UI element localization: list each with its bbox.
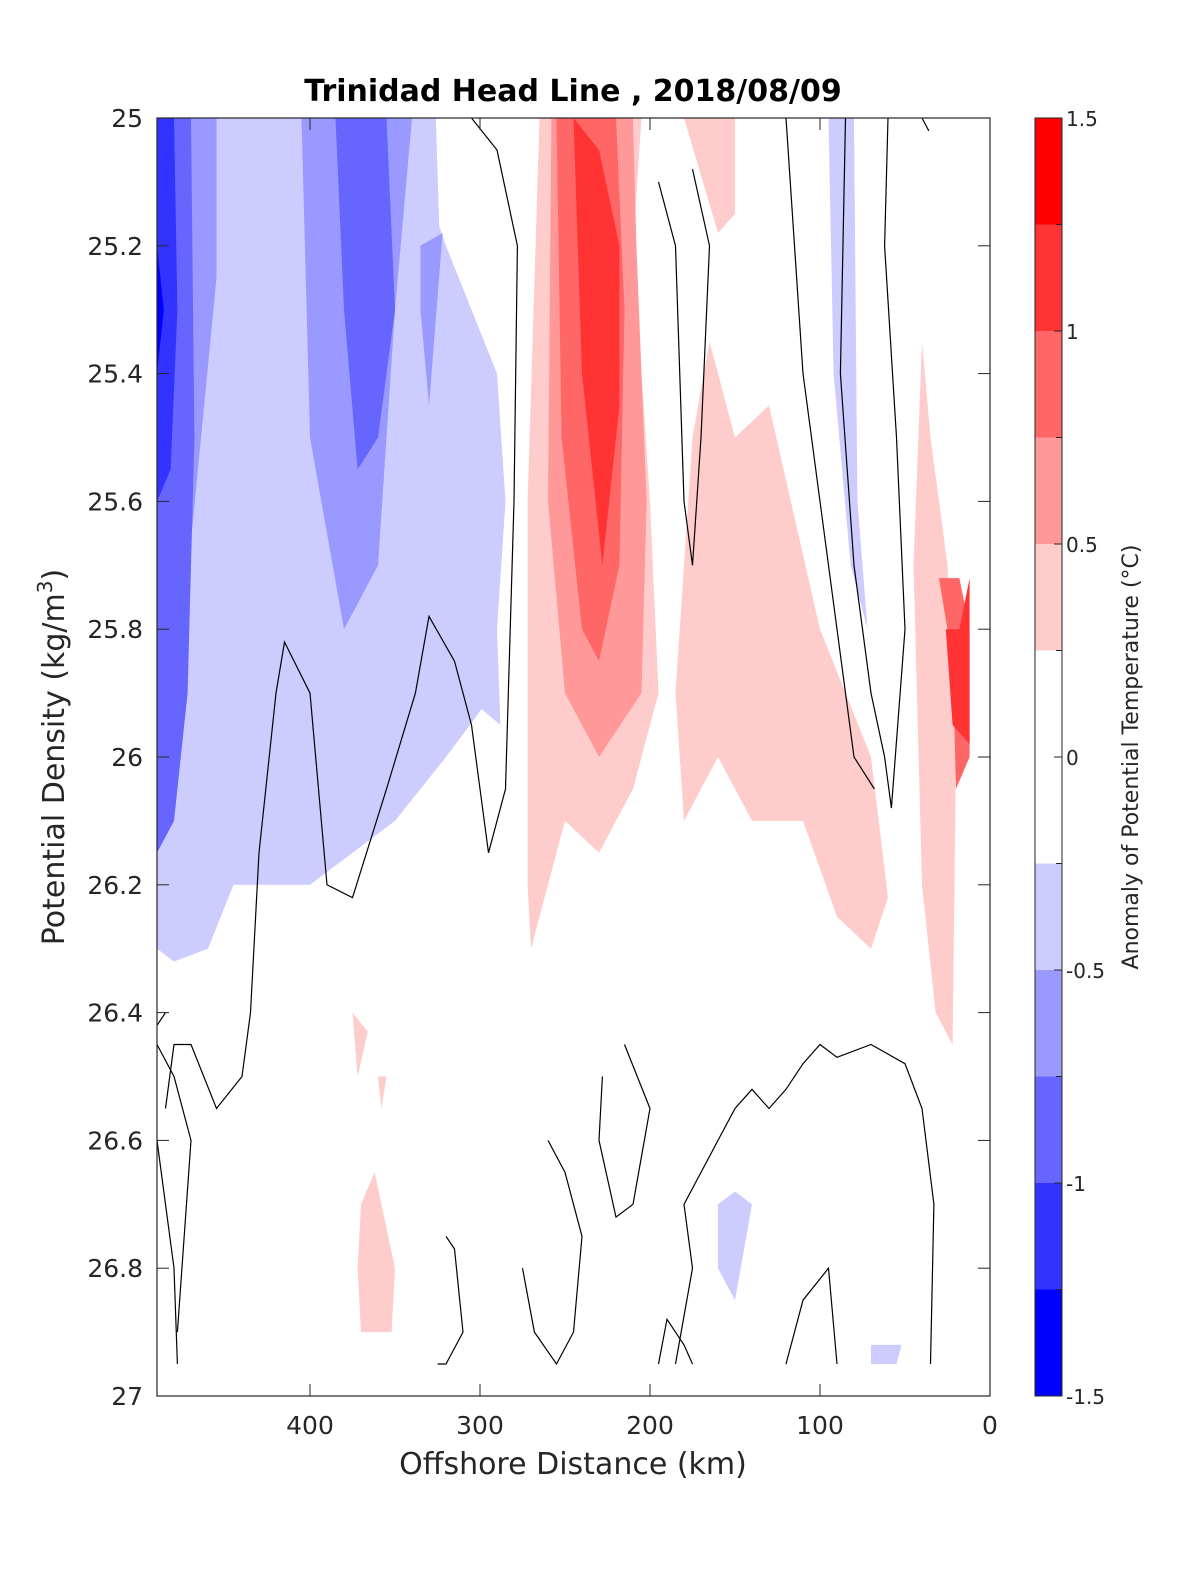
contour-region-8: [157, 245, 164, 374]
contour-region-19: [573, 118, 620, 566]
zero-contour-line-13: [785, 1266, 838, 1365]
contour-region-12: [684, 118, 735, 233]
contour-region-20: [945, 578, 970, 745]
y-tick-label: 26: [111, 743, 143, 772]
zero-contour-line-12: [674, 1043, 935, 1365]
y-tick-label: 26.4: [87, 999, 143, 1028]
contour-region-22: [718, 1191, 752, 1301]
x-axis: 400 300 200 100 0: [286, 118, 998, 1440]
zero-contour-line-6: [785, 117, 875, 790]
contour-region-1: [378, 118, 506, 725]
zero-contour-line-11: [657, 1317, 694, 1365]
y-axis-label-superscript: 3: [33, 580, 57, 593]
zero-contour-line-8: [598, 1044, 651, 1219]
y-tick-label: 25.8: [87, 615, 143, 644]
colorbar-swatch-2: [1035, 1076, 1062, 1183]
colorbar-tick-label: 1.5: [1066, 107, 1098, 131]
zero-contour-lines: [156, 117, 935, 1366]
contour-region-15: [357, 1172, 395, 1333]
x-tick-label: 0: [982, 1411, 998, 1440]
colorbar-tick-label: 1: [1066, 320, 1079, 344]
colorbar-swatch-7: [1035, 437, 1062, 544]
colorbar-swatch-4: [1035, 863, 1062, 970]
y-tick-label: 26.6: [87, 1126, 143, 1155]
y-tick-label: 26.8: [87, 1254, 143, 1283]
zero-contour-line-10: [437, 1235, 464, 1365]
zero-contour-line-2: [156, 1044, 192, 1333]
zero-contour-line-4: [657, 168, 711, 566]
y-tick-label: 25.4: [87, 360, 143, 389]
y-tick-label: 25.6: [87, 487, 143, 516]
zero-contour-line-9: [521, 1140, 583, 1366]
contour-region-14: [378, 1076, 387, 1109]
contour-region-13: [352, 1012, 368, 1077]
zero-contour-line-3: [164, 117, 519, 1110]
chart-title: Trinidad Head Line , 2018/08/09: [304, 74, 841, 109]
plot-area: 400 300 200 100 0 25 25.2 25.4 25.6 25.8 26 26.2 26…: [87, 104, 998, 1440]
y-axis-label: Potential Density (kg/m3): [33, 569, 72, 945]
contour-region-11: [913, 341, 956, 1045]
y-axis: 25 25.2 25.4 25.6 25.8 26 26.2 26.4 26.6 26.8 27: [87, 104, 990, 1411]
zero-contour-line-5: [839, 117, 906, 809]
colorbar-swatch-9: [1035, 224, 1062, 331]
colorbar-label: Anomaly of Potential Temperature (°C): [1119, 545, 1144, 970]
x-tick-label: 400: [286, 1411, 334, 1440]
y-tick-label: 27: [111, 1382, 143, 1411]
contour-region-6: [335, 118, 395, 470]
x-tick-label: 200: [626, 1411, 674, 1440]
x-tick-label: 100: [796, 1411, 844, 1440]
colorbar-tick-label: -1: [1066, 1172, 1086, 1196]
contour-region-4: [420, 233, 443, 406]
colorbar-tick-label: 0: [1066, 746, 1079, 770]
colorbar-ticks: 1.5 1 0.5 0 -0.5 -1 -1.5: [1054, 107, 1105, 1409]
zero-contour-line-1: [156, 1140, 178, 1365]
colorbar-swatch-8: [1035, 331, 1062, 438]
y-tick-label: 25: [111, 104, 143, 133]
colorbar: [1034, 117, 1063, 1397]
y-tick-label: 25.2: [87, 232, 143, 261]
contour-region-7: [157, 118, 178, 502]
zero-contour-line-7: [921, 117, 930, 132]
zero-contour-line-0: [156, 1012, 166, 1026]
colorbar-tick-label: -1.5: [1066, 1385, 1105, 1409]
y-tick-label: 26.2: [87, 871, 143, 900]
colorbar-swatch-6: [1035, 544, 1062, 651]
contour-region-21: [828, 118, 868, 630]
contour-fills: [157, 118, 970, 1364]
x-tick-label: 300: [456, 1411, 504, 1440]
colorbar-swatch-10: [1035, 118, 1062, 225]
colorbar-tick-label: 0.5: [1066, 533, 1098, 557]
y-axis-label-text: Potential Density (kg/m: [37, 593, 72, 945]
x-axis-label: Offshore Distance (km): [399, 1447, 747, 1482]
colorbar-swatch-1: [1035, 1183, 1062, 1290]
y-axis-label-close: ): [37, 569, 72, 581]
contour-region-10: [675, 341, 888, 949]
colorbar-swatch-0: [1035, 1289, 1062, 1396]
colorbar-tick-label: -0.5: [1066, 959, 1105, 983]
contour-region-23: [871, 1344, 902, 1364]
colorbar-swatch-3: [1035, 970, 1062, 1077]
